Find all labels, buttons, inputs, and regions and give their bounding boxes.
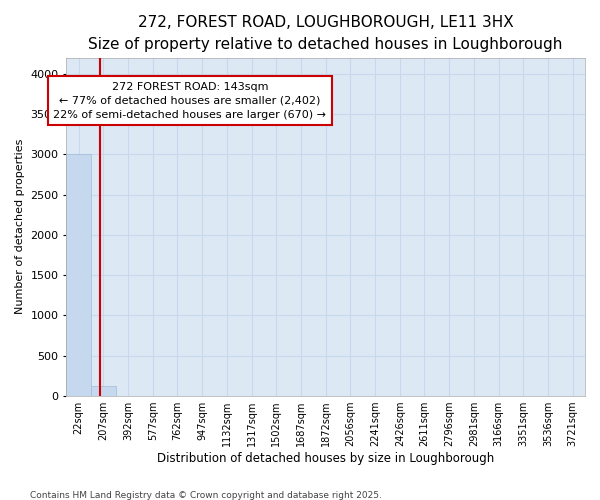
Text: 272 FOREST ROAD: 143sqm
← 77% of detached houses are smaller (2,402)
22% of semi: 272 FOREST ROAD: 143sqm ← 77% of detache… bbox=[53, 82, 326, 120]
Y-axis label: Number of detached properties: Number of detached properties bbox=[15, 139, 25, 314]
Text: Contains HM Land Registry data © Crown copyright and database right 2025.: Contains HM Land Registry data © Crown c… bbox=[30, 490, 382, 500]
Bar bbox=[91, 386, 116, 396]
X-axis label: Distribution of detached houses by size in Loughborough: Distribution of detached houses by size … bbox=[157, 452, 494, 465]
Bar bbox=[67, 154, 91, 396]
Title: 272, FOREST ROAD, LOUGHBOROUGH, LE11 3HX
Size of property relative to detached h: 272, FOREST ROAD, LOUGHBOROUGH, LE11 3HX… bbox=[88, 15, 563, 52]
